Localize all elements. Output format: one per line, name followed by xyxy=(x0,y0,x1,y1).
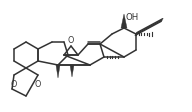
Text: O: O xyxy=(35,80,41,88)
Polygon shape xyxy=(70,65,74,77)
Text: O: O xyxy=(68,36,74,44)
Text: OH: OH xyxy=(126,13,139,22)
Text: O: O xyxy=(11,80,17,88)
Polygon shape xyxy=(56,65,60,78)
Polygon shape xyxy=(121,14,127,28)
